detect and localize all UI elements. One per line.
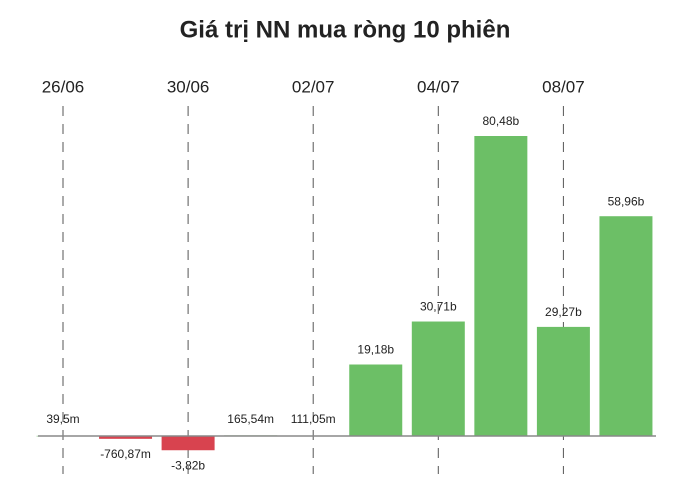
x-tick-label: 30/06 (167, 77, 210, 96)
value-label: 80,48b (482, 114, 519, 128)
bar (349, 364, 403, 436)
x-tick-label: 08/07 (542, 77, 585, 96)
x-tick-label: 04/07 (417, 77, 460, 96)
chart-title: Giá trị NN mua ròng 10 phiên (180, 16, 511, 43)
value-label: -760,87m (100, 447, 151, 461)
bar (99, 436, 153, 439)
bar (599, 216, 653, 436)
bar (474, 136, 528, 436)
bar (536, 326, 590, 436)
bar (161, 436, 215, 451)
x-tick-label: 26/06 (42, 77, 85, 96)
value-label: 29,27b (545, 305, 582, 319)
value-label: 19,18b (357, 343, 394, 357)
bar (411, 321, 465, 436)
value-label: 111,05m (291, 412, 336, 426)
x-tick-label: 02/07 (292, 77, 335, 96)
value-label: 39,5m (46, 412, 79, 426)
value-label: -3,82b (171, 458, 205, 472)
value-label: 58,96b (608, 194, 645, 208)
value-label: 30,71b (420, 300, 457, 314)
value-label: 165,54m (227, 412, 274, 426)
